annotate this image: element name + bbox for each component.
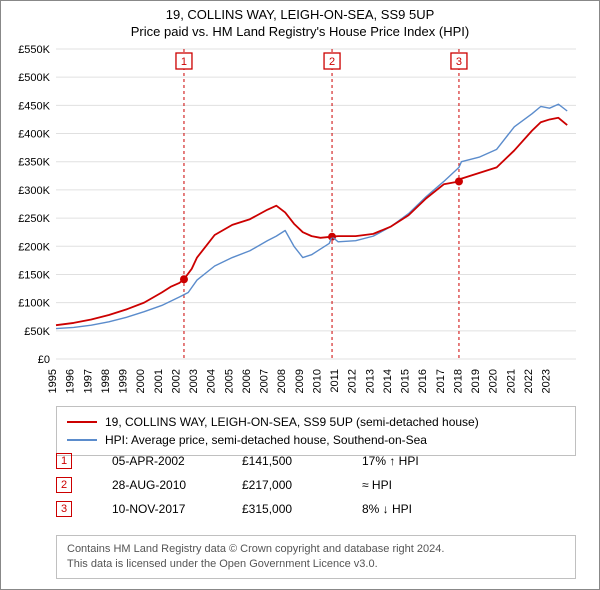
tx-marker: 3 bbox=[56, 501, 72, 517]
table-row: 3 10-NOV-2017£315,0008% ↓ HPI bbox=[56, 497, 576, 521]
y-tick-label: £100K bbox=[18, 298, 50, 310]
x-tick-label: 2006 bbox=[241, 369, 253, 393]
x-tick-label: 2011 bbox=[329, 369, 341, 393]
x-tick-label: 2003 bbox=[188, 369, 200, 393]
x-tick-label: 2001 bbox=[153, 369, 165, 393]
event-marker-label: 1 bbox=[181, 56, 187, 68]
tx-date: 28-AUG-2010 bbox=[112, 478, 242, 492]
tx-price: £315,000 bbox=[242, 502, 362, 516]
y-tick-label: £350K bbox=[18, 157, 50, 169]
x-tick-label: 2015 bbox=[400, 369, 412, 393]
x-tick-label: 2010 bbox=[311, 369, 323, 393]
x-tick-label: 2021 bbox=[505, 369, 517, 393]
y-tick-label: £550K bbox=[18, 44, 50, 56]
y-tick-label: £150K bbox=[18, 269, 50, 281]
x-tick-label: 2018 bbox=[452, 369, 464, 393]
legend-row: HPI: Average price, semi-detached house,… bbox=[67, 431, 565, 449]
y-tick-label: £500K bbox=[18, 72, 50, 84]
chart-svg: £0£50K£100K£150K£200K£250K£300K£350K£400… bbox=[56, 49, 576, 359]
tx-hpi: 8% ↓ HPI bbox=[362, 502, 482, 516]
title-subtitle: Price paid vs. HM Land Registry's House … bbox=[1, 24, 599, 39]
chart-area: £0£50K£100K£150K£200K£250K£300K£350K£400… bbox=[56, 49, 576, 359]
legend-swatch bbox=[67, 421, 97, 423]
x-tick-label: 1995 bbox=[47, 369, 59, 393]
tx-marker: 2 bbox=[56, 477, 72, 493]
x-tick-label: 2016 bbox=[417, 369, 429, 393]
tx-hpi: 17% ↑ HPI bbox=[362, 454, 482, 468]
tx-hpi: ≈ HPI bbox=[362, 478, 482, 492]
event-marker-label: 3 bbox=[456, 56, 462, 68]
x-tick-label: 2009 bbox=[294, 369, 306, 393]
x-tick-label: 2008 bbox=[276, 369, 288, 393]
legend-label: HPI: Average price, semi-detached house,… bbox=[105, 431, 427, 449]
table-row: 1 05-APR-2002£141,50017% ↑ HPI bbox=[56, 449, 576, 473]
series-hpi bbox=[56, 104, 567, 328]
x-tick-label: 2014 bbox=[382, 369, 394, 393]
x-tick-label: 1999 bbox=[118, 369, 130, 393]
x-tick-label: 2017 bbox=[435, 369, 447, 393]
tx-price: £141,500 bbox=[242, 454, 362, 468]
x-tick-label: 2019 bbox=[470, 369, 482, 393]
x-tick-label: 2013 bbox=[364, 369, 376, 393]
footer-line-1: Contains HM Land Registry data © Crown c… bbox=[67, 542, 565, 557]
table-row: 2 28-AUG-2010£217,000≈ HPI bbox=[56, 473, 576, 497]
tx-marker: 1 bbox=[56, 453, 72, 469]
legend-row: 19, COLLINS WAY, LEIGH-ON-SEA, SS9 5UP (… bbox=[67, 413, 565, 431]
y-tick-label: £50K bbox=[24, 326, 50, 338]
legend-label: 19, COLLINS WAY, LEIGH-ON-SEA, SS9 5UP (… bbox=[105, 413, 479, 431]
x-tick-label: 2007 bbox=[259, 369, 271, 393]
tx-date: 05-APR-2002 bbox=[112, 454, 242, 468]
title-block: 19, COLLINS WAY, LEIGH-ON-SEA, SS9 5UP P… bbox=[1, 1, 599, 39]
y-tick-label: £450K bbox=[18, 100, 50, 112]
series-property bbox=[56, 118, 567, 325]
x-tick-label: 2002 bbox=[170, 369, 182, 393]
x-tick-label: 2022 bbox=[523, 369, 535, 393]
x-tick-label: 2004 bbox=[206, 369, 218, 393]
x-tick-label: 1997 bbox=[82, 369, 94, 393]
x-tick-label: 2023 bbox=[541, 369, 553, 393]
x-tick-label: 2000 bbox=[135, 369, 147, 393]
x-tick-label: 2005 bbox=[223, 369, 235, 393]
tx-date: 10-NOV-2017 bbox=[112, 502, 242, 516]
x-tick-label: 2020 bbox=[488, 369, 500, 393]
legend-swatch bbox=[67, 439, 97, 441]
y-tick-label: £300K bbox=[18, 185, 50, 197]
footer-line-2: This data is licensed under the Open Gov… bbox=[67, 557, 565, 572]
y-tick-label: £200K bbox=[18, 241, 50, 253]
y-tick-label: £0 bbox=[38, 354, 50, 366]
x-tick-label: 1996 bbox=[65, 369, 77, 393]
title-address: 19, COLLINS WAY, LEIGH-ON-SEA, SS9 5UP bbox=[1, 7, 599, 22]
event-marker-label: 2 bbox=[329, 56, 335, 68]
footer-box: Contains HM Land Registry data © Crown c… bbox=[56, 535, 576, 579]
x-tick-label: 2012 bbox=[347, 369, 359, 393]
y-tick-label: £400K bbox=[18, 129, 50, 141]
x-tick-label: 1998 bbox=[100, 369, 112, 393]
transaction-table: 1 05-APR-2002£141,50017% ↑ HPI 2 28-AUG-201… bbox=[56, 449, 576, 521]
y-tick-label: £250K bbox=[18, 213, 50, 225]
tx-price: £217,000 bbox=[242, 478, 362, 492]
chart-container: 19, COLLINS WAY, LEIGH-ON-SEA, SS9 5UP P… bbox=[0, 0, 600, 590]
